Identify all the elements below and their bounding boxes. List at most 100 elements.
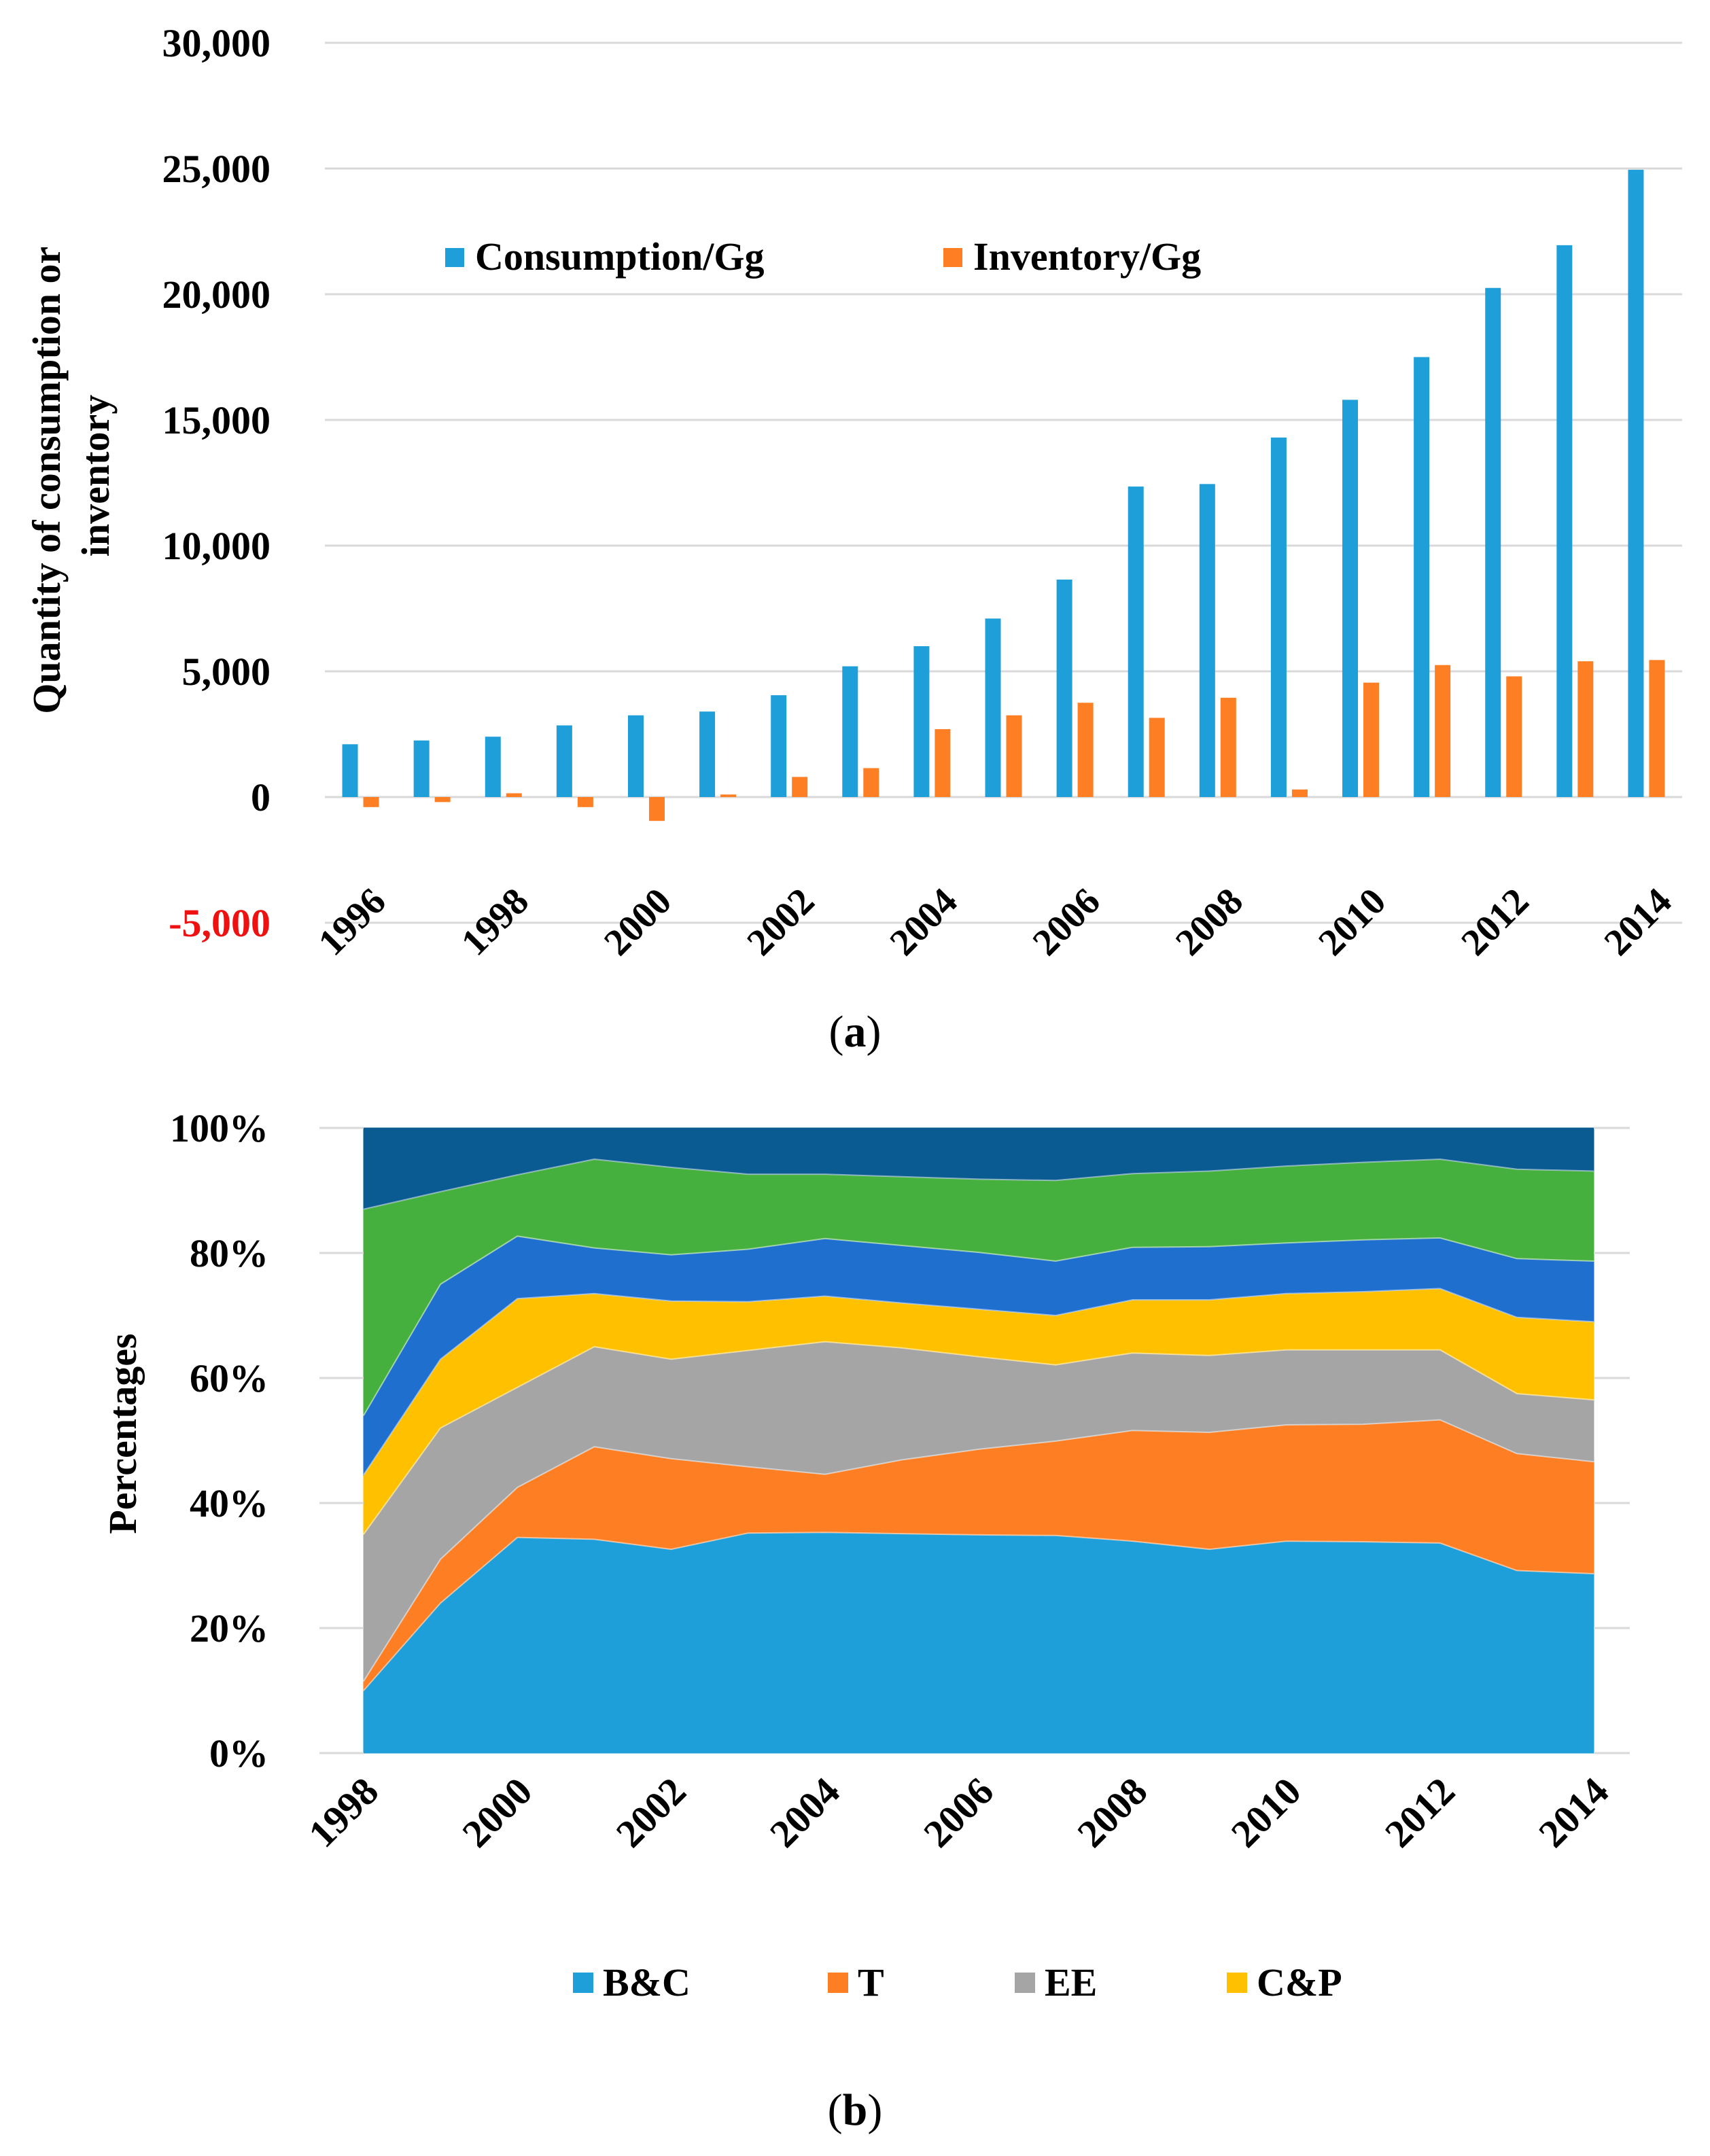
a-y-tick-label: 0 (251, 775, 271, 819)
b-x-tick-label: 2008 (1068, 1769, 1155, 1856)
a-y-tick-labels: 30,000 25,000 20,000 15,000 10,000 5,000 0 -5,0… (162, 21, 271, 945)
consumption-bar-2005 (985, 618, 1001, 797)
panel-a-caption: (a) (829, 1007, 882, 1057)
a-x-tick-label: 2008 (1168, 880, 1251, 964)
a-y-tick-label: 15,000 (162, 398, 271, 442)
a-y-axis-label-line2: inventory (73, 395, 118, 556)
inventory-bar-2014 (1649, 660, 1665, 797)
b-area-BandC (363, 1532, 1594, 1754)
a-x-tick-label: 2004 (882, 880, 966, 964)
a-y-tick-label: 5,000 (182, 650, 271, 694)
b-y-tick-label: 100% (170, 1106, 268, 1150)
b-area-boundary (363, 1158, 1594, 1210)
inventory-bar-2003 (863, 768, 879, 797)
b-x-tick-label: 1998 (300, 1769, 387, 1856)
a-x-tick-label: 2010 (1310, 880, 1394, 964)
b-x-tick-label: 2010 (1223, 1769, 1310, 1856)
b-legend-label: EE (1045, 1960, 1097, 2004)
panel-b-label: b (843, 2085, 868, 2135)
consumption-bar-2013 (1556, 245, 1573, 798)
consumption-bar-2009 (1270, 437, 1287, 797)
inventory-bar-2006 (1077, 703, 1094, 797)
inventory-bar-2009 (1291, 789, 1308, 797)
a-y-tick-label: 10,000 (162, 524, 271, 568)
a-x-tick-label: 1998 (453, 880, 537, 964)
b-x-tick-label: 2002 (608, 1769, 695, 1856)
inventory-bar-2000 (648, 797, 665, 821)
a-x-tick-label: 2014 (1596, 880, 1680, 964)
b-y-tick-labels: 100% 80% 60% 40% 20% 0% (170, 1106, 268, 1775)
b-y-tick-label: 20% (190, 1606, 268, 1650)
b-area-boundary (363, 1341, 1594, 1535)
inventory-bar-2005 (1006, 715, 1022, 797)
consumption-bar-2008 (1199, 484, 1215, 797)
a-y-axis-label: Quantity of consumption or inventory (24, 237, 118, 713)
a-x-tick-label: 2012 (1453, 880, 1537, 964)
b-legend-label: B&C (603, 1960, 691, 2004)
consumption-bar-2011 (1414, 357, 1430, 797)
a-x-tick-label: 2006 (1025, 880, 1109, 964)
b-legend-swatch (573, 1973, 593, 1993)
a-bars (342, 169, 1665, 821)
b-x-tick-label: 2014 (1530, 1769, 1617, 1856)
consumption-bar-1996 (342, 744, 358, 797)
consumption-bar-2007 (1128, 487, 1144, 797)
b-legend-swatch (828, 1973, 848, 1993)
a-legend-label: Consumption/Gg (475, 234, 764, 279)
inventory-bar-2001 (720, 794, 737, 797)
b-x-tick-label: 2000 (453, 1769, 540, 1856)
a-legend: Consumption/Gg Inventory/Gg (445, 234, 1201, 279)
consumption-bar-1998 (485, 737, 501, 797)
area-chart-panel-b: 100% 80% 60% 40% 20% 0% 1998 2000 2002 2004 2006 2… (101, 1106, 1630, 2135)
consumption-bar-2001 (699, 711, 716, 797)
b-legend-label: T (858, 1960, 884, 2004)
consumption-bar-2002 (771, 695, 787, 797)
a-y-axis-label-line1: Quantity of consumption or (24, 247, 69, 713)
a-x-tick-label: 2002 (739, 880, 822, 964)
inventory-bar-2004 (935, 729, 951, 797)
inventory-bar-1998 (506, 793, 522, 797)
b-x-tick-label: 2006 (915, 1769, 1002, 1856)
inventory-bar-2012 (1506, 676, 1522, 797)
b-stacked-areas (363, 1127, 1594, 1754)
b-area-boundary (363, 1419, 1594, 1682)
b-legend-swatch (1227, 1973, 1247, 1993)
inventory-bar-1999 (577, 797, 593, 807)
b-y-tick-label: 80% (190, 1231, 268, 1275)
consumption-bar-2006 (1056, 579, 1072, 797)
a-y-tick-label: 25,000 (162, 147, 271, 191)
a-legend-swatch (943, 248, 962, 267)
consumption-bar-2010 (1342, 400, 1359, 797)
b-gridlines (319, 1127, 1630, 1754)
inventory-bar-2010 (1363, 682, 1380, 797)
consumption-bar-2004 (913, 646, 930, 797)
inventory-bar-2011 (1435, 665, 1451, 797)
a-y-tick-label: 30,000 (162, 21, 271, 65)
inventory-bar-1996 (363, 797, 379, 807)
consumption-bar-1999 (556, 725, 572, 797)
b-legend-swatch (1015, 1973, 1035, 1993)
inventory-bar-2008 (1220, 697, 1236, 797)
consumption-bar-2012 (1485, 287, 1501, 797)
b-x-tick-labels: 1998 2000 2002 2004 2006 2008 2010 2012 2014 (300, 1769, 1617, 1856)
b-y-axis-label: Percentages (101, 1333, 145, 1534)
b-area-boundary (363, 1532, 1594, 1691)
inventory-bar-2007 (1149, 718, 1165, 797)
panel-a-label: a (844, 1007, 867, 1057)
b-area-boundary (363, 1235, 1594, 1416)
a-legend-label: Inventory/Gg (973, 234, 1201, 279)
a-y-tick-label: 20,000 (162, 272, 271, 317)
b-x-tick-label: 2012 (1376, 1769, 1463, 1856)
b-y-tick-label: 0% (209, 1731, 268, 1775)
inventory-bar-1997 (434, 797, 451, 802)
b-area-boundary (363, 1288, 1594, 1476)
consumption-bar-1997 (413, 740, 430, 797)
a-x-tick-label: 1996 (311, 880, 394, 964)
b-x-tick-label: 2004 (761, 1769, 848, 1856)
consumption-bar-2003 (842, 666, 858, 797)
b-legend-label: C&P (1257, 1960, 1342, 2004)
panel-b-caption: (b) (828, 2085, 883, 2135)
a-gridlines (325, 41, 1682, 924)
a-x-tick-label: 2000 (596, 880, 680, 964)
